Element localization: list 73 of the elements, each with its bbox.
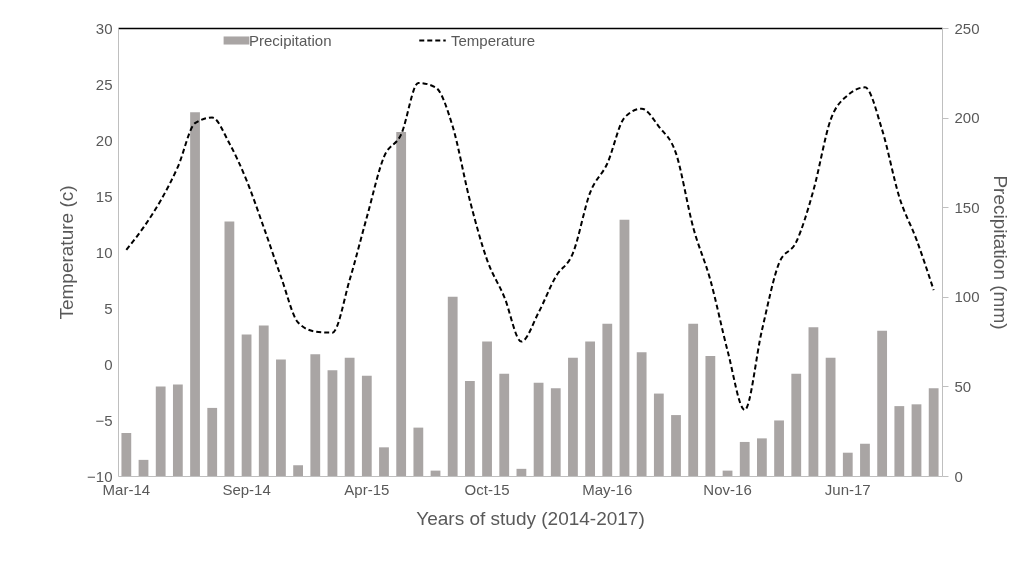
y2-tick-label: 50 <box>954 377 972 395</box>
bar <box>739 441 750 476</box>
bar <box>241 334 252 476</box>
x-tick-label: Oct-15 <box>464 480 510 498</box>
bar <box>671 415 681 476</box>
y-tick-label: 10 <box>95 243 113 261</box>
legend-label: Precipitation <box>249 31 332 49</box>
bar <box>860 443 870 476</box>
y2-tick-label: 200 <box>954 109 980 127</box>
bar <box>464 381 475 476</box>
bar <box>190 112 200 476</box>
y-axis-title: Temperature (c) <box>56 185 78 320</box>
y-tick-label: 0 <box>104 355 113 373</box>
bar <box>842 452 853 476</box>
x-tick-label: Apr-15 <box>344 480 390 498</box>
y-tick-label: 30 <box>95 19 113 37</box>
bar <box>774 420 784 476</box>
y-tick-label: 25 <box>95 75 113 93</box>
bar <box>928 388 939 476</box>
bar <box>447 296 458 476</box>
bar <box>482 341 492 476</box>
y2-tick-label: 250 <box>954 19 980 37</box>
bar <box>121 432 132 476</box>
bar <box>757 438 767 476</box>
bar <box>533 382 544 476</box>
bar <box>207 407 218 476</box>
bar <box>653 393 664 476</box>
x-tick-label: Sep-14 <box>222 480 271 498</box>
bar <box>361 375 372 476</box>
bar <box>619 219 630 476</box>
y2-tick-label: 100 <box>954 288 980 306</box>
y-tick-label: 5 <box>104 299 113 317</box>
bar <box>516 468 527 476</box>
y2-tick-label: 150 <box>954 198 980 216</box>
y-tick-label: 20 <box>95 131 113 149</box>
y2-axis-title: Precipitation (mm) <box>989 175 1011 330</box>
bar <box>258 325 269 476</box>
bar <box>688 323 699 476</box>
x-axis-title: Years of study (2014-2017) <box>416 507 645 529</box>
bar <box>379 447 389 476</box>
x-tick-label: Nov-16 <box>703 480 752 498</box>
y-tick-label: 15 <box>95 187 113 205</box>
bar <box>138 459 149 476</box>
bar <box>877 330 888 476</box>
bar <box>911 404 922 476</box>
bar <box>825 357 836 476</box>
y-tick-label: −5 <box>95 411 113 429</box>
y-tick-label: −10 <box>87 467 113 485</box>
bar <box>894 406 905 476</box>
bar <box>413 427 424 476</box>
y2-tick-label: 0 <box>954 467 963 485</box>
bar <box>310 354 321 476</box>
x-tick-label: May-16 <box>582 480 633 498</box>
bar <box>550 388 561 476</box>
bar <box>293 465 303 476</box>
bar <box>327 370 338 476</box>
line-series <box>125 81 935 411</box>
bar <box>602 323 613 476</box>
bar <box>791 373 802 476</box>
bar <box>499 373 510 476</box>
bar <box>705 355 716 476</box>
bar <box>808 327 819 476</box>
bar <box>172 384 183 476</box>
x-tick-label: Jun-17 <box>824 480 871 498</box>
bar <box>636 352 647 476</box>
bar <box>276 359 286 476</box>
bar <box>396 131 407 476</box>
legend-label: Temperature <box>451 31 536 49</box>
bar <box>568 357 578 476</box>
bar <box>344 357 355 476</box>
bar <box>585 341 596 476</box>
bar <box>155 386 166 476</box>
bar <box>224 221 235 476</box>
